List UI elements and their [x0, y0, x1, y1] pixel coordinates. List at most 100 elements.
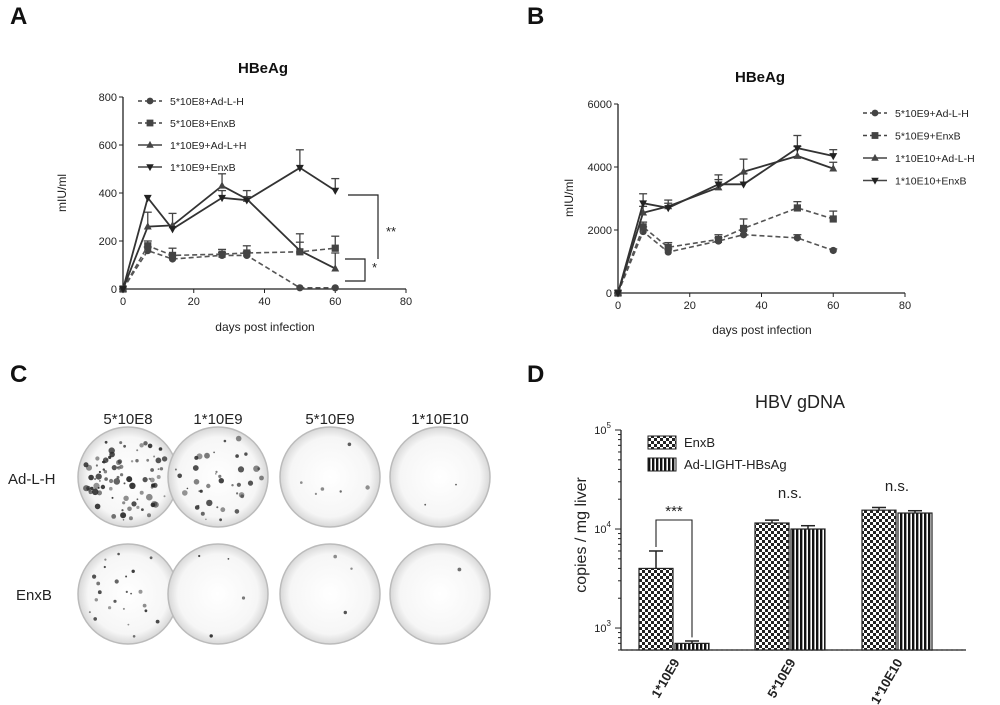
chart-a-series-line-2 — [123, 186, 335, 289]
panel-label-b: B — [527, 3, 544, 30]
chart-a-point-1-6 — [332, 245, 339, 252]
chart-a: HBeAg mIU/ml days post infection 0 20 40 60… — [55, 60, 412, 334]
chart-d-legend-label-1: Ad-LIGHT-HBsAg — [684, 457, 787, 472]
chart-b-y-tick-label: 0 — [606, 288, 612, 300]
chart-b-legend-label-2: 1*10E10+Ad-L-H — [895, 153, 975, 165]
chart-d-x-tick-label-1: 5*10E9 — [764, 656, 798, 700]
chart-b-point-0-4 — [740, 231, 747, 238]
chart-b-point-1-3 — [715, 236, 722, 243]
chart-b-point-2-5 — [793, 152, 801, 159]
chart-a-point-3-6 — [331, 188, 339, 195]
chart-b-x-tick-label: 80 — [899, 300, 911, 312]
chart-d-title: HBV gDNA — [755, 392, 845, 412]
well-column-label-5e8: 5*10E8 — [103, 411, 152, 428]
chart-a-x-tick-label: 80 — [400, 296, 412, 308]
chart-b-x-tick-label: 20 — [684, 300, 696, 312]
chart-b-x-tick-label: 60 — [827, 300, 839, 312]
chart-a-y-tick-label: 400 — [99, 188, 117, 200]
chart-b-point-1-2 — [665, 244, 672, 251]
chart-a-point-2-3 — [218, 181, 226, 188]
well-column-label-1e10: 1*10E10 — [411, 411, 469, 428]
chart-a-title: HBeAg — [238, 60, 288, 77]
panel-label-d: D — [527, 361, 544, 388]
plaque-well-0-2 — [280, 427, 380, 527]
well-column-label-1e9: 1*10E9 — [193, 411, 242, 428]
chart-d-bar-0-0 — [639, 568, 673, 650]
chart-b-legend-label-0: 5*10E9+Ad-L-H — [895, 108, 969, 120]
chart-b-xlabel: days post infection — [712, 323, 811, 337]
plaque-well-1-0 — [78, 544, 178, 644]
chart-d-bar-1-2 — [898, 513, 932, 650]
chart-a-series-line-3 — [123, 168, 335, 289]
panel-label-a: A — [10, 3, 27, 30]
plaque-well-1-3 — [390, 544, 490, 644]
chart-b-series-line-0 — [618, 232, 833, 293]
chart-a-point-3-2 — [169, 226, 177, 233]
chart-d-y-tick-label: 103 — [594, 619, 611, 635]
chart-a-point-1-1 — [144, 242, 151, 249]
chart-d-bar-0-1 — [755, 523, 789, 650]
chart-b: HBeAg mIU/ml days post infection 0204060… — [562, 69, 975, 337]
chart-d-x-tick-label-0: 1*10E9 — [648, 656, 682, 700]
chart-a-series-line-0 — [123, 251, 335, 289]
chart-d-significance-1: n.s. — [778, 485, 802, 502]
chart-d-significance-0: *** — [665, 503, 683, 520]
chart-b-point-1-5 — [794, 204, 801, 211]
chart-d-bar-1-1 — [791, 529, 825, 650]
chart-a-x-tick-label: 0 — [120, 296, 126, 308]
chart-a-x-tick-label: 40 — [258, 296, 270, 308]
chart-a-point-0-5 — [296, 284, 303, 291]
chart-a-point-1-4 — [243, 249, 250, 256]
chart-d-bar-1-0 — [675, 643, 709, 650]
chart-b-point-0-5 — [794, 234, 801, 241]
chart-a-annotation-star: * — [372, 260, 377, 275]
well-column-label-5e9: 5*10E9 — [305, 411, 354, 428]
chart-a-x-tick-label: 20 — [188, 296, 200, 308]
chart-b-x-tick-label: 40 — [755, 300, 767, 312]
chart-a-y-tick-label: 0 — [111, 284, 117, 296]
chart-b-series-line-3 — [618, 148, 833, 293]
chart-b-point-1-4 — [740, 225, 747, 232]
plaque-well-0-3 — [390, 427, 490, 527]
chart-d-legend-swatch-1 — [648, 458, 676, 471]
chart-a-xlabel: days post infection — [215, 320, 314, 334]
chart-a-legend-label-2: 1*10E9+Ad-L+H — [170, 140, 246, 152]
chart-b-x-tick-label: 0 — [615, 300, 621, 312]
chart-a-annotation-double-star: ** — [386, 224, 396, 239]
chart-b-legend-label-1: 5*10E9+EnxB — [895, 131, 961, 143]
plaque-well-1-1 — [168, 544, 268, 644]
plaque-well-1-2 — [280, 544, 380, 644]
chart-a-ylabel: mIU/ml — [55, 174, 69, 212]
chart-d-legend-swatch-0 — [648, 436, 676, 449]
chart-a-legend-marker-0 — [147, 98, 154, 105]
chart-b-point-1-1 — [640, 223, 647, 230]
chart-d-x-tick-label-2: 1*10E10 — [868, 656, 906, 705]
chart-d-bar-0-2 — [862, 510, 896, 650]
chart-b-legend-label-3: 1*10E10+EnxB — [895, 176, 967, 188]
chart-b-legend-marker-1 — [872, 132, 879, 139]
chart-a-point-0-6 — [332, 284, 339, 291]
chart-a-y-tick-label: 200 — [99, 236, 117, 248]
chart-b-y-tick-label: 6000 — [588, 99, 612, 111]
well-row-label-enxb: EnxB — [16, 587, 52, 604]
chart-b-point-0-6 — [830, 247, 837, 254]
chart-b-series-line-2 — [618, 156, 833, 293]
chart-b-title: HBeAg — [735, 69, 785, 86]
plaque-well-0-1 — [168, 427, 268, 527]
chart-a-legend-label-0: 5*10E8+Ad-L-H — [170, 96, 244, 108]
chart-b-legend-marker-0 — [872, 110, 879, 117]
chart-a-x-tick-label: 60 — [329, 296, 341, 308]
chart-d-ylabel: copies / mg liver — [573, 477, 590, 593]
chart-d-legend-label-0: EnxB — [684, 435, 715, 450]
chart-a-point-1-3 — [218, 251, 225, 258]
chart-d: HBV gDNA copies / mg liver 103104105 1*1… — [573, 392, 966, 705]
panel-label-c: C — [10, 361, 27, 388]
well-row-label-ad-l-h: Ad-L-H — [8, 471, 56, 488]
chart-d-y-tick-label: 105 — [594, 421, 611, 437]
chart-b-point-1-6 — [830, 215, 837, 222]
chart-a-legend-label-3: 1*10E9+EnxB — [170, 162, 236, 174]
chart-a-legend-marker-1 — [147, 120, 154, 127]
chart-a-legend-label-1: 5*10E8+EnxB — [170, 118, 236, 130]
chart-b-point-3-6 — [829, 153, 837, 160]
